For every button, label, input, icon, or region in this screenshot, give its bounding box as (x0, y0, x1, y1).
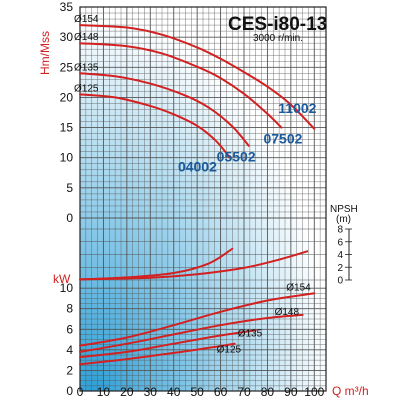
power-impeller-label: Ø135 (238, 328, 263, 339)
npsh-unit-label: (m) (336, 214, 351, 225)
head-curve-05502 (79, 72, 250, 147)
head-tick-label: 35 (60, 0, 74, 14)
head-impeller-label: Ø154 (74, 14, 99, 25)
power-tick-label: 0 (66, 384, 73, 398)
power-impeller-label: Ø148 (275, 307, 300, 318)
curves (79, 24, 316, 366)
model-label-11002: 11002 (278, 100, 316, 116)
power-tick-label: 2 (66, 363, 73, 377)
x-tick-label: 30 (144, 385, 158, 399)
x-tick-label: 50 (190, 385, 204, 399)
head-tick-label: 15 (60, 121, 74, 135)
x-tick-label: 10 (97, 385, 111, 399)
power-tick-label: 10 (60, 281, 74, 295)
head-curve-11002 (79, 24, 316, 130)
head-tick-label: 10 (60, 151, 74, 165)
x-tick-label: 0 (77, 385, 84, 399)
npsh-tick-label: 8 (337, 225, 343, 236)
x-tick-label: 40 (167, 385, 181, 399)
power-curve-4 (79, 342, 236, 366)
npsh-tick-label: 6 (337, 237, 343, 248)
power-curve-1 (79, 292, 316, 347)
head-tick-label: 0 (66, 211, 73, 225)
head-curve-04002 (79, 93, 231, 159)
npsh-axis-label: NPSH (330, 204, 358, 215)
head-impeller-label: Ø135 (74, 62, 99, 73)
x-tick-label: 70 (237, 385, 251, 399)
power-impeller-label: Ø154 (286, 282, 311, 293)
power-curve-2 (79, 313, 304, 353)
head-tick-label: 25 (60, 60, 74, 74)
head-impeller-label: Ø125 (74, 83, 99, 94)
npsh-tick-label: 0 (337, 276, 343, 287)
power-tick-label: 8 (66, 302, 73, 316)
npsh-tick-label: 4 (337, 250, 343, 261)
power-curve-3 (79, 329, 257, 359)
head-impeller-label: Ø148 (74, 32, 99, 43)
plot-frame (79, 6, 327, 392)
power-impeller-label: Ø125 (217, 345, 242, 356)
tick-labels: 0 10 20 30 40 50 60 70 80 90 100051015202530350246… (60, 0, 352, 399)
x-tick-label: 90 (284, 385, 298, 399)
model-label-04002: 04002 (178, 159, 217, 175)
npsh-curve-2 (79, 250, 309, 281)
x-tick-label: 20 (120, 385, 134, 399)
head-axis-label: Hm/Mss (38, 31, 52, 75)
npsh-tick-label: 2 (337, 263, 343, 274)
flow-axis-label: Q m³/h (332, 384, 369, 398)
model-label-05502: 05502 (217, 149, 256, 165)
head-tick-label: 30 (60, 30, 74, 44)
power-axis-label: kW (53, 272, 71, 286)
chart-title: CES-i80-13 (228, 14, 327, 35)
head-tick-label: 5 (66, 181, 73, 195)
x-tick-label: 60 (214, 385, 228, 399)
head-tick-label: 20 (60, 90, 74, 104)
x-tick-label: 80 (261, 385, 275, 399)
head-curve-07502 (79, 42, 283, 129)
model-label-07502: 07502 (263, 131, 302, 147)
power-tick-label: 6 (66, 322, 73, 336)
x-tick-label: 100 (304, 385, 324, 399)
chart-subtitle: 3000 r/min. (253, 33, 303, 44)
power-tick-label: 4 (66, 343, 73, 357)
